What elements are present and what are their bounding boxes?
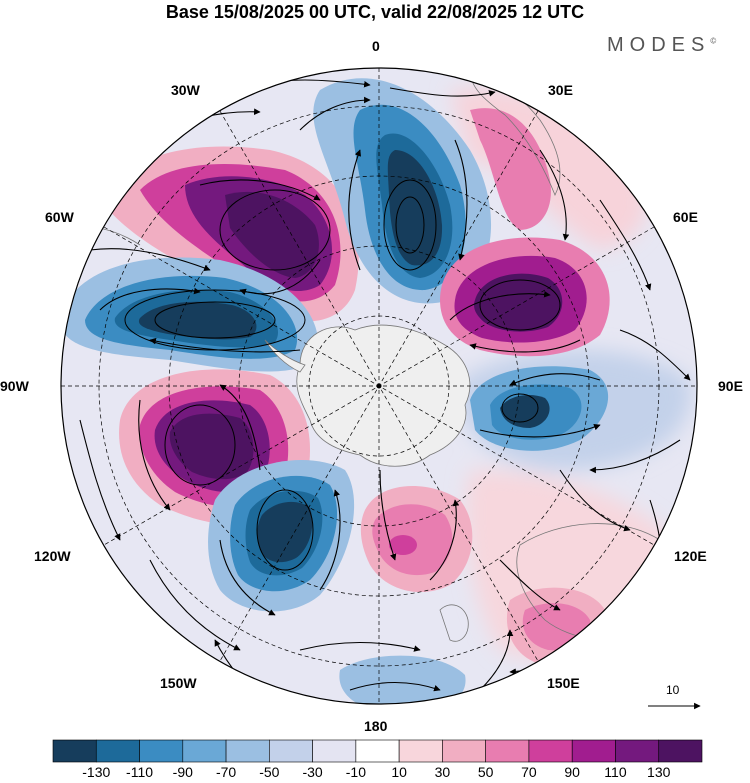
brand-mark: © — [710, 36, 717, 46]
colorbar-tick-label: 50 — [477, 764, 494, 780]
lon-label-60e: 60E — [673, 209, 698, 225]
new-zealand-land — [439, 604, 469, 642]
colorbar-swatch — [182, 739, 227, 763]
south-pole-marker — [376, 383, 382, 389]
lon-label-90w: 90W — [0, 378, 29, 394]
anomaly-low-90E — [470, 366, 609, 451]
brand-logo: MODES© — [607, 34, 716, 57]
colorbar-tick-label: 10 — [391, 764, 407, 780]
lon-label-0: 0 — [372, 38, 380, 54]
colorbar-tick-label: 90 — [564, 764, 580, 780]
antarctica-land — [296, 324, 471, 467]
colorbar-swatch — [312, 739, 357, 763]
lon-label-150w: 150W — [160, 675, 197, 691]
anomaly-high-30W — [100, 146, 359, 322]
anomaly-high-30E — [440, 108, 610, 357]
colorbar-swatch — [658, 739, 703, 763]
lon-label-180: 180 — [364, 718, 388, 734]
anomaly-low-60W — [61, 257, 319, 372]
map-field — [61, 68, 697, 704]
colorbar-tick-label: -30 — [302, 764, 323, 780]
lon-label-150e: 150E — [547, 675, 580, 691]
colorbar-swatch — [95, 739, 140, 763]
colorbar-swatch — [571, 739, 616, 763]
anomaly-high-150E — [506, 587, 606, 665]
colorbar-swatch — [355, 739, 400, 763]
colorbar-swatch — [52, 739, 97, 763]
colorbar-swatch — [398, 739, 443, 763]
colorbar-tick-label: 110 — [604, 764, 627, 780]
colorbar-swatch — [485, 739, 530, 763]
colorbar — [52, 739, 703, 763]
peninsula-land — [264, 339, 306, 373]
colorbar-tick-label: -10 — [345, 764, 366, 780]
lon-label-120e: 120E — [674, 548, 707, 564]
map-frame — [60, 67, 698, 705]
colorbar-tick-label: 30 — [434, 764, 451, 780]
lon-label-30e: 30E — [548, 82, 573, 98]
colorbar-swatch — [528, 739, 573, 763]
colorbar-swatch — [269, 739, 313, 763]
colorbar-swatch — [615, 739, 660, 763]
colorbar-tick-label: -130 — [82, 764, 111, 780]
anomaly-low-180 — [339, 655, 466, 704]
colorbar-tick-label: -70 — [215, 764, 237, 780]
map-title: Base 15/08/2025 00 UTC, valid 22/08/2025… — [165, 2, 585, 22]
reference-vector-label: 10 — [666, 683, 680, 697]
colorbar-tick-label: 70 — [521, 764, 537, 780]
lon-label-30w: 30W — [171, 82, 200, 98]
brand-name: MODES — [607, 34, 711, 56]
lon-label-60w: 60W — [45, 209, 74, 225]
colorbar-swatch — [442, 739, 486, 763]
colorbar-swatch — [139, 739, 184, 763]
lon-label-120w: 120W — [34, 548, 71, 564]
colorbar-tick-label: -110 — [126, 764, 154, 780]
anomaly-low-140W — [208, 460, 355, 612]
colorbar-tick-label: 130 — [647, 764, 671, 780]
colorbar-swatch — [225, 739, 270, 763]
colorbar-tick-label: -90 — [172, 764, 193, 780]
colorbar-tick-label: -50 — [259, 764, 280, 780]
lon-label-90e: 90E — [718, 378, 743, 394]
